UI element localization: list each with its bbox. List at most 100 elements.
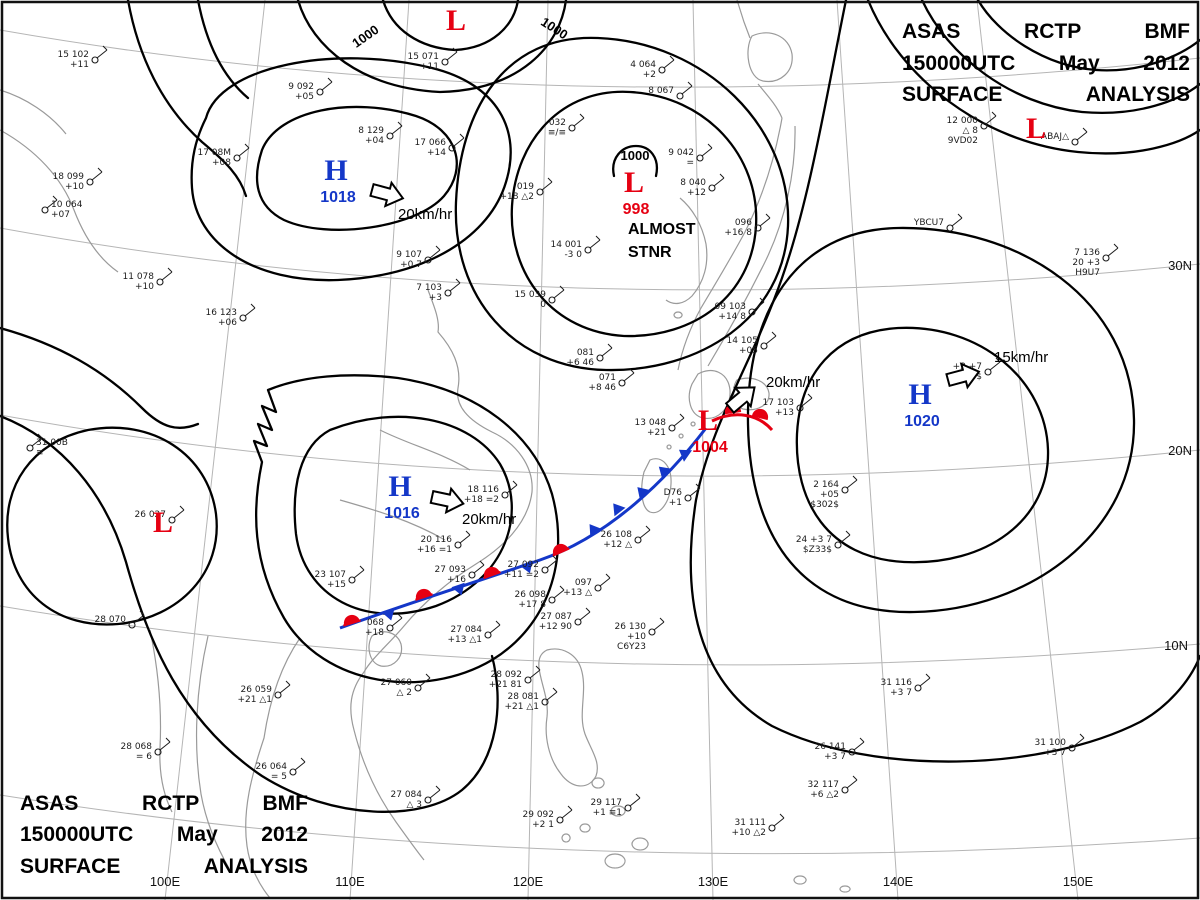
station-reading: 26 108	[601, 530, 633, 540]
station-plot: 31 111+10 △2	[731, 813, 785, 838]
station-circle-icon	[444, 289, 452, 297]
isobar-line	[293, 415, 513, 615]
station-circle-icon	[648, 628, 656, 636]
station-plot: 27 093+16	[435, 560, 485, 585]
station-reading: △ 2	[396, 688, 412, 698]
longitude-line	[692, 0, 714, 900]
station-reading: +10	[627, 632, 646, 642]
station-reading: +16 8	[724, 228, 752, 238]
wind-barb-icon	[663, 55, 675, 69]
station-reading: 15 071	[408, 52, 440, 62]
station-reading: 26 130	[615, 622, 647, 632]
station-reading: △ 8	[962, 126, 978, 136]
arrow-shape	[945, 362, 981, 390]
coastline-philippine-islands	[561, 777, 649, 869]
station-plot: 29 117+1 ≡1	[591, 793, 641, 818]
station-reading: 17 103	[763, 398, 795, 408]
station-reading: +18 △2	[499, 192, 534, 202]
isobar-line	[795, 326, 1050, 564]
station-reading: +21 81	[489, 680, 522, 690]
pressure-center-h: H 1020	[904, 378, 940, 430]
station-reading: 071	[599, 373, 616, 383]
station-circle-icon	[618, 379, 626, 387]
station-reading: 9VD02	[948, 136, 978, 146]
station-circle-icon	[914, 684, 922, 692]
station-reading: 081	[577, 348, 594, 358]
station-circle-icon	[289, 768, 297, 776]
station-circle-icon	[424, 256, 432, 264]
station-circle-icon	[980, 122, 988, 130]
station-reading: D76	[664, 488, 683, 498]
station-reading: 9 042	[668, 148, 694, 158]
pressure-center-l: L 998 ALMOST STNR	[623, 166, 696, 261]
pressure-symbol: L	[446, 4, 466, 37]
station-plot: 26 059+21 △1	[237, 680, 291, 705]
chart-time-line: 150000UTC May 2012	[20, 823, 308, 846]
warm-front-pip-icon	[415, 588, 433, 601]
wind-barb-icon	[573, 113, 585, 127]
station-reading: +16	[447, 575, 466, 585]
station-circle-icon	[348, 576, 356, 584]
coastline-hokkaido	[747, 32, 793, 83]
station-plot: 26 027	[135, 505, 185, 524]
station-circle-icon	[658, 66, 666, 74]
station-reading: 13 048	[635, 418, 667, 428]
wind-barb-icon	[759, 213, 771, 227]
wind-barb-icon	[561, 805, 573, 819]
wind-barb-icon	[446, 47, 458, 61]
station-reading: 14 105	[727, 336, 759, 346]
pressure-symbol: H	[908, 378, 931, 411]
isobar-line	[0, 326, 200, 430]
station-reading: +10	[65, 182, 84, 192]
coastline-kyushu	[688, 369, 731, 419]
coastline-japan-west	[677, 117, 783, 371]
station-plot: 18 116+18 =2	[464, 480, 518, 505]
pressure-center-l: L	[153, 506, 173, 539]
cold-front-triangle-icon	[381, 607, 395, 621]
station-circle-icon	[748, 308, 756, 316]
station-plot: 28 092+21 81	[489, 665, 541, 690]
wind-barb-icon	[601, 343, 613, 357]
station-reading: +12	[687, 188, 706, 198]
arrow-shape	[369, 180, 405, 208]
title-block-top-right: ASAS RCTP BMF 150000UTC May 2012 SURFACE…	[902, 16, 1190, 111]
station-circle-icon	[484, 631, 492, 639]
station-reading: 8 067	[648, 86, 674, 96]
wind-barb-icon	[541, 177, 553, 191]
station-circle-icon	[548, 596, 556, 604]
station-reading: +3	[429, 293, 442, 303]
isobar-line	[0, 414, 499, 813]
station-circle-icon	[624, 804, 632, 812]
station-reading: +12 △	[603, 540, 632, 550]
wind-barb-icon	[689, 483, 701, 497]
station-plot: 17 103+13	[763, 393, 813, 418]
cold-front-triangle-icon	[678, 449, 693, 462]
station-plot: 23 107+15	[315, 565, 365, 590]
warm-front-pip-icon	[751, 408, 769, 421]
station-plot: 27 087+12 90	[539, 607, 591, 632]
station-plot: 27 060△ 2	[381, 673, 431, 698]
latitude-line	[0, 605, 1200, 666]
wind-barb-icon	[31, 433, 43, 447]
pressure-symbol: H	[388, 470, 411, 503]
station-circle-icon	[584, 246, 592, 254]
coastline-korea	[665, 197, 708, 305]
station-reading: 8 040	[680, 178, 706, 188]
wind-barb-icon	[985, 111, 997, 125]
station-reading: 18 116	[468, 485, 500, 495]
station-reading: 18 099	[53, 172, 85, 182]
station-reading: +05	[739, 346, 758, 356]
coastline-honshu-north	[757, 83, 783, 119]
station-reading: +0 7	[400, 260, 422, 270]
station-plot: 27 092+11 =2	[504, 555, 558, 580]
station-reading: +10	[135, 282, 154, 292]
station-reading: 4 064	[630, 60, 656, 70]
chart-id-line: ASAS RCTP BMF	[902, 20, 1190, 43]
pressure-value: 1016	[384, 505, 420, 522]
station-circle-icon	[768, 824, 776, 832]
station-reading: +3 7	[824, 752, 846, 762]
station-reading: 20 +3	[1072, 258, 1100, 268]
station-plot: 7 103+3	[416, 278, 461, 303]
